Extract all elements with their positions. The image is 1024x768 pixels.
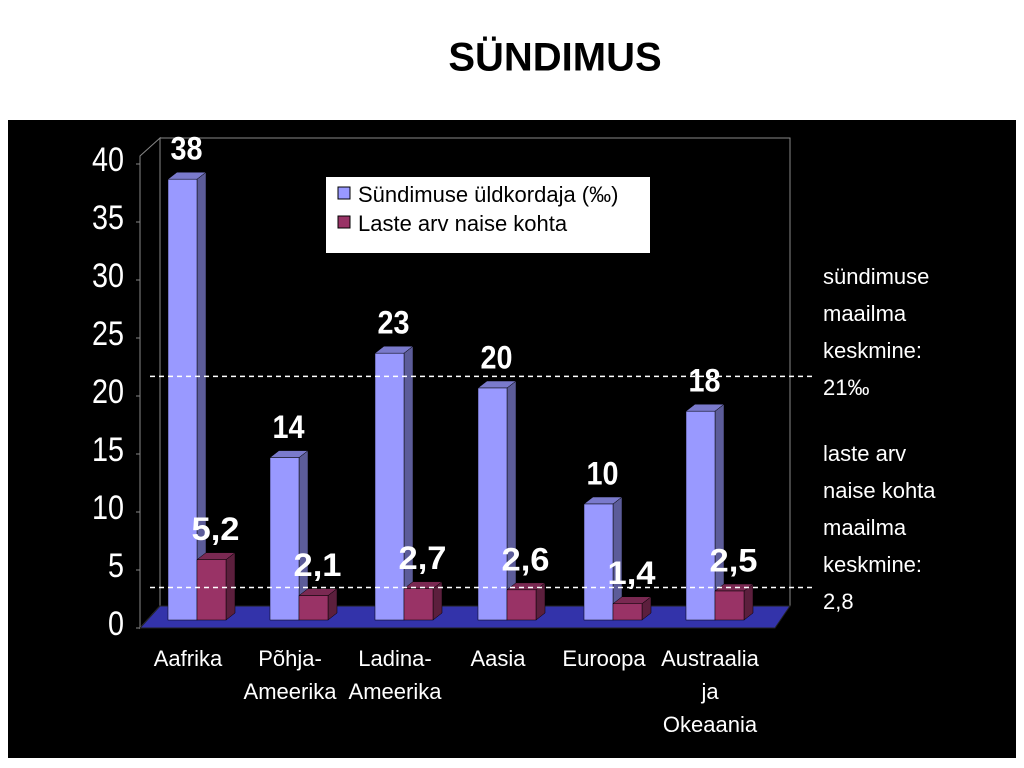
y-tick-label: 0 [108,605,124,643]
annotation-text: keskmine: [823,338,922,363]
bar [167,178,198,621]
x-tick-label: ja [700,679,719,704]
x-tick-label: Austraalia [661,646,760,671]
bar [298,595,329,621]
bar [714,590,745,621]
annotation-text: 2,8 [823,589,854,614]
y-tick-label: 40 [92,141,124,179]
data-label: 18 [689,363,721,399]
legend [326,177,650,253]
y-tick-label: 25 [92,315,124,353]
data-label: 23 [378,305,410,341]
legend-swatch [337,186,351,200]
bar [374,352,405,621]
x-tick-label: Ameerika [244,679,338,704]
x-tick-label: Aafrika [154,646,223,671]
legend-swatch [337,215,351,229]
bar [403,588,434,621]
bar [269,457,300,621]
bar [612,603,643,621]
data-label: 2,6 [502,541,550,577]
y-tick-label: 15 [92,431,124,469]
x-tick-label: Põhja- [258,646,322,671]
bar-side [403,345,414,621]
bar [685,410,716,621]
legend-label: Sündimuse üldkordaja (‰) [358,182,618,207]
bar [506,589,537,621]
data-label: 38 [171,131,203,167]
bar-side [225,552,236,621]
bar [583,503,614,621]
data-label: 1,4 [608,555,656,591]
y-tick-label: 10 [92,489,124,527]
y-tick-label: 30 [92,257,124,295]
data-label: 20 [481,339,513,375]
chart-title: SÜNDIMUS [448,35,661,80]
bar [477,387,508,621]
annotation-text: keskmine: [823,552,922,577]
bar-side [196,171,207,621]
annotation-text: laste arv [823,441,906,466]
annotation-text: 21‰ [823,375,869,400]
bar [196,559,227,621]
y-tick-label: 35 [92,199,124,237]
x-tick-label: Ladina- [358,646,431,671]
x-tick-label: Okeaania [663,712,758,737]
data-label: 10 [587,455,619,491]
data-label: 14 [273,409,305,445]
data-label: 2,7 [399,540,447,576]
legend-label: Laste arv naise kohta [358,211,568,236]
annotation-text: sündimuse [823,264,929,289]
annotation-text: maailma [823,515,907,540]
x-tick-label: Ameerika [349,679,443,704]
annotation-text: naise kohta [823,478,936,503]
data-label: 2,5 [710,542,758,578]
y-tick-label: 20 [92,373,124,411]
x-tick-label: Euroopa [562,646,646,671]
data-label: 5,2 [192,511,240,547]
annotation-text: maailma [823,301,907,326]
data-label: 2,1 [294,547,342,583]
x-tick-label: Aasia [470,646,526,671]
y-tick-label: 5 [108,547,124,585]
